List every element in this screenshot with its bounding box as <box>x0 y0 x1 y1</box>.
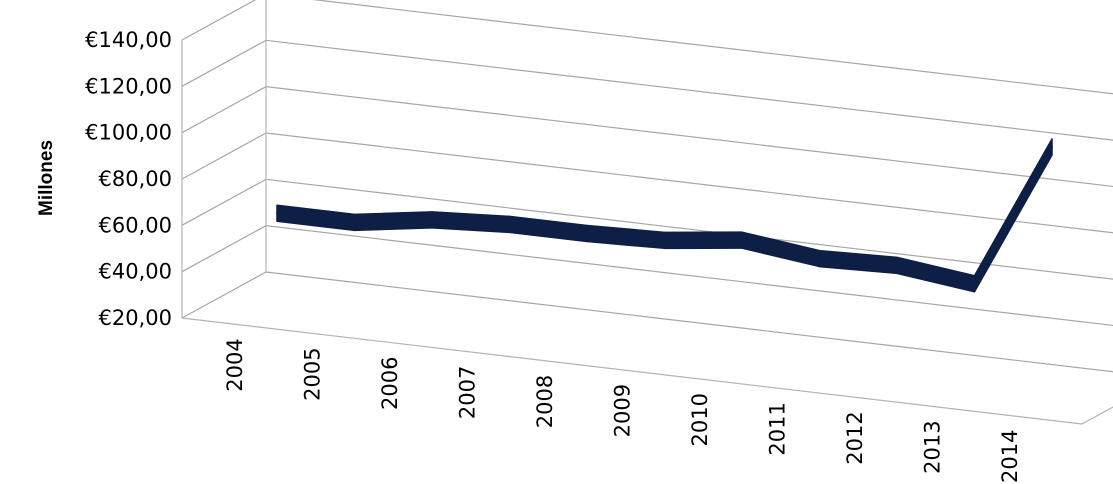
line-segment <box>508 215 588 243</box>
data-point <box>741 239 743 242</box>
y-tick-label: €60,00 <box>99 213 172 237</box>
line-segment <box>741 231 821 268</box>
frame-edge <box>181 317 1113 425</box>
x-tick-label: 2007 <box>456 366 480 419</box>
y-tick-label: €120,00 <box>85 74 172 98</box>
y-axis-ticks: €20,00 €40,00 €60,00 €80,00 €100,00 €120,00 €1… <box>85 28 172 330</box>
data-point <box>663 239 666 242</box>
y-tick-label: €20,00 <box>99 306 172 330</box>
y-tick-label: €40,00 <box>99 260 172 284</box>
series-layer <box>276 138 1053 293</box>
data-point <box>508 223 511 226</box>
line-segment <box>276 204 356 232</box>
y-tick-label: €100,00 <box>85 121 172 145</box>
y-tick-label: €80,00 <box>99 167 172 191</box>
y-tick-label: €140,00 <box>85 28 172 52</box>
data-point <box>586 232 588 235</box>
data-point <box>431 218 433 221</box>
x-tick-label: 2011 <box>766 402 790 455</box>
x-axis-ticks: 2004 2005 2006 2007 2008 2009 2010 2011 2012 2013… <box>223 338 1022 483</box>
chart-frame <box>181 0 1113 425</box>
x-tick-label: 2008 <box>533 375 557 428</box>
data-point <box>353 221 356 224</box>
gridline <box>181 0 1113 95</box>
y-axis-label: Millones <box>36 140 57 216</box>
data-point <box>973 282 976 285</box>
line-segment <box>431 211 511 234</box>
line-segment <box>818 249 898 275</box>
x-tick-label: 2004 <box>223 338 247 391</box>
x-tick-label: 2013 <box>921 420 945 473</box>
data-point <box>896 264 898 267</box>
data-point <box>1051 145 1053 148</box>
line-segment <box>353 211 433 232</box>
x-tick-label: 2006 <box>378 356 402 409</box>
x-tick-label: 2005 <box>301 347 325 400</box>
data-point <box>818 257 821 260</box>
x-tick-label: 2009 <box>611 384 635 437</box>
x-tick-label: 2010 <box>688 393 712 446</box>
data-point <box>276 212 278 215</box>
x-tick-label: 2012 <box>843 411 867 464</box>
line-segment <box>663 231 743 250</box>
line-segment <box>973 138 1053 293</box>
gridlines <box>181 0 1113 373</box>
line-segment <box>896 256 976 293</box>
line-segment <box>586 224 666 250</box>
x-tick-label: 2014 <box>998 430 1022 483</box>
